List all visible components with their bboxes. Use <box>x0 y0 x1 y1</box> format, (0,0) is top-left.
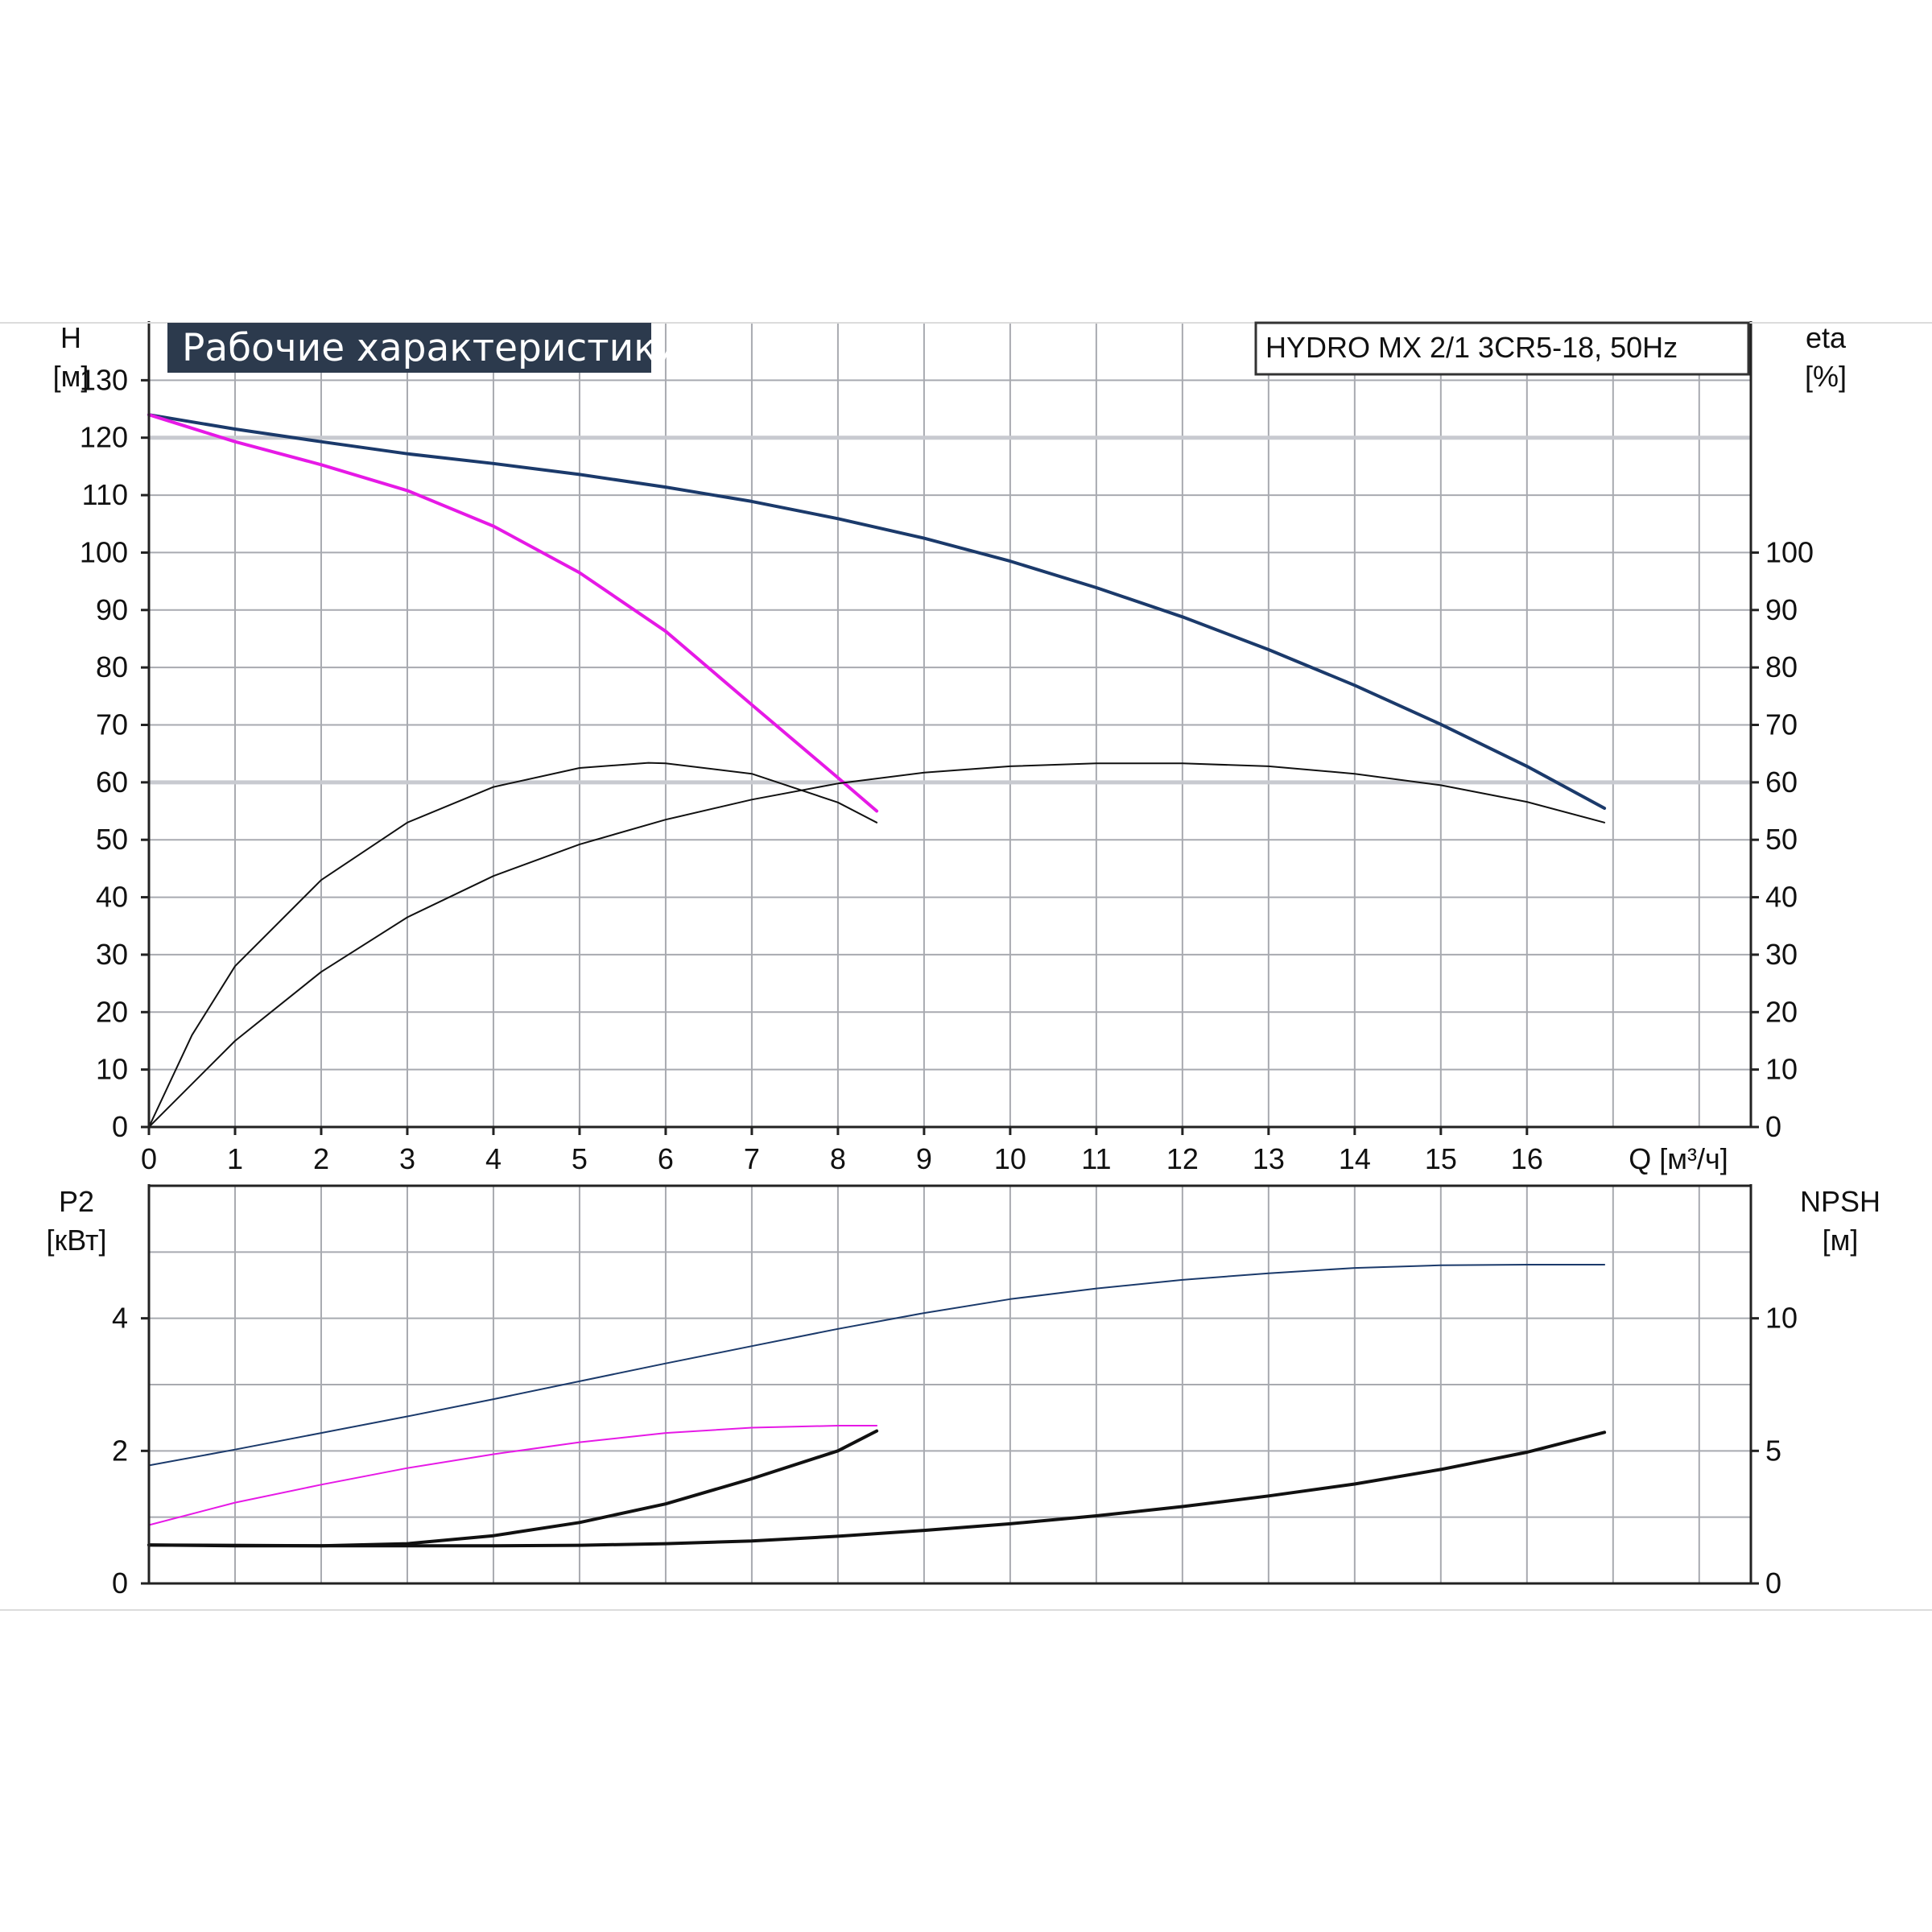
right-tick-label: 10 <box>1765 1053 1798 1086</box>
x-tick-label: 16 <box>1511 1142 1543 1175</box>
x-tick-label: 4 <box>485 1142 502 1175</box>
model-label-box: HYDRO MX 2/1 3CR5-18, 50Hz <box>1254 321 1750 376</box>
bottom-left-axis-unit: [кВт] <box>46 1224 106 1257</box>
left-tick-label: 70 <box>96 708 128 741</box>
power-npsh-chart: 0 2 4 0 5 10 <box>112 1184 1798 1600</box>
right-tick-label: 10 <box>1765 1302 1798 1335</box>
left-tick-label: 50 <box>96 823 128 856</box>
right-tick-label: 30 <box>1765 938 1798 971</box>
left-tick-label: 130 <box>80 363 128 396</box>
series-line-2 <box>148 1425 878 1526</box>
left-tick-label: 30 <box>96 938 128 971</box>
x-axis-label: Q [м³/ч] <box>1629 1142 1728 1175</box>
left-tick-label: 2 <box>112 1434 128 1467</box>
top-right-axis-unit: [%] <box>1805 360 1847 393</box>
left-tick-label: 10 <box>96 1053 128 1086</box>
title-box: Рабочие характеристики <box>167 323 681 373</box>
left-tick-label: 4 <box>112 1302 128 1335</box>
bottom-right-axis-unit: [м] <box>1823 1224 1859 1257</box>
model-label: HYDRO MX 2/1 3CR5-18, 50Hz <box>1265 331 1678 364</box>
x-tick-label: 13 <box>1253 1142 1285 1175</box>
right-tick-label: 80 <box>1765 650 1798 683</box>
left-tick-label: 90 <box>96 593 128 626</box>
x-tick-label: 11 <box>1081 1142 1111 1175</box>
left-tick-label: 120 <box>80 421 128 454</box>
left-tick-label: 40 <box>96 881 128 914</box>
model-label-background <box>1254 321 1750 376</box>
x-tick-label: 3 <box>399 1142 415 1175</box>
x-tick-label: 9 <box>916 1142 932 1175</box>
right-tick-label: 0 <box>1765 1567 1781 1600</box>
top-right-axis-label: eta <box>1806 321 1847 354</box>
x-tick-label: 5 <box>572 1142 588 1175</box>
right-tick-label: 0 <box>1765 1110 1781 1143</box>
x-tick-label: 7 <box>744 1142 760 1175</box>
x-tick-label: 15 <box>1425 1142 1457 1175</box>
series-line-1 <box>148 1264 1606 1467</box>
right-tick-label: 90 <box>1765 593 1798 626</box>
right-tick-label: 20 <box>1765 995 1798 1028</box>
left-tick-label: 20 <box>96 995 128 1028</box>
x-tick-label: 8 <box>830 1142 846 1175</box>
x-tick-label: 10 <box>994 1142 1026 1175</box>
left-tick-label: 60 <box>96 766 128 799</box>
left-tick-label: 80 <box>96 650 128 683</box>
x-tick-label: 12 <box>1166 1142 1199 1175</box>
left-tick-label: 100 <box>80 535 128 568</box>
left-tick-label: 0 <box>112 1567 128 1600</box>
bottom-right-axis-label: NPSH <box>1800 1185 1880 1218</box>
bottom-left-axis-label: P2 <box>59 1185 94 1218</box>
x-tick-label: 14 <box>1339 1142 1371 1175</box>
left-tick-label: 0 <box>112 1110 128 1143</box>
top-left-axis-unit: [м] <box>53 360 89 393</box>
right-tick-label: 100 <box>1765 535 1814 568</box>
x-tick-label: 0 <box>141 1142 157 1175</box>
series-line-2 <box>147 413 879 813</box>
top-left-axis-label: H <box>60 321 81 354</box>
series-line-3 <box>148 762 878 1128</box>
title-background <box>167 323 651 373</box>
right-tick-label: 40 <box>1765 881 1798 914</box>
right-tick-label: 70 <box>1765 708 1798 741</box>
x-tick-label: 2 <box>313 1142 329 1175</box>
chart-title: Рабочие характеристики <box>182 326 681 370</box>
series-line-1 <box>147 413 1607 810</box>
series-line-4 <box>148 762 1606 1128</box>
right-tick-label: 5 <box>1765 1434 1781 1467</box>
series-line-4 <box>147 1430 1607 1548</box>
x-tick-label: 1 <box>227 1142 243 1175</box>
right-tick-label: 60 <box>1765 766 1798 799</box>
left-tick-label: 110 <box>82 478 128 511</box>
x-tick-label: 6 <box>658 1142 674 1175</box>
head-efficiency-chart: 0102030405060708090100110120130010203040… <box>80 321 1814 1175</box>
right-tick-label: 50 <box>1765 823 1798 856</box>
